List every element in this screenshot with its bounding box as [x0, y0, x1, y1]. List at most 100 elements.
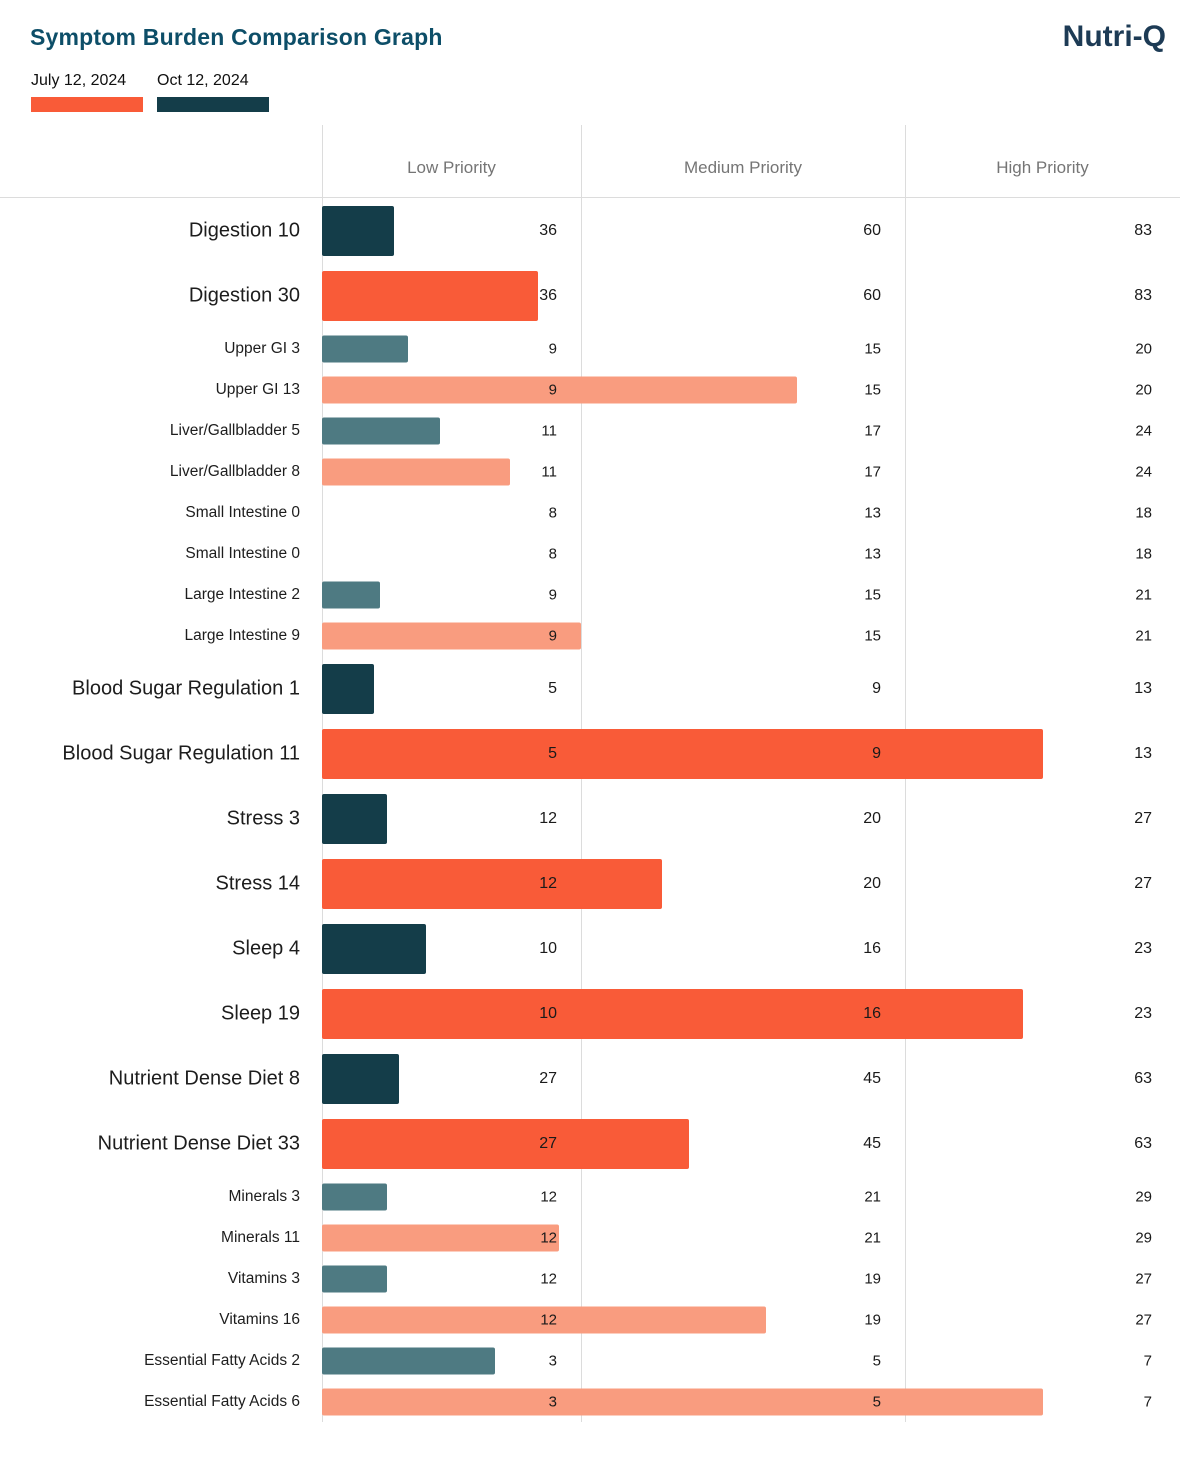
medium-threshold-value: 15: [864, 586, 881, 603]
legend-label-previous: July 12, 2024: [31, 72, 127, 89]
row-label: Vitamins 3: [227, 1269, 300, 1287]
chart-row: Small Intestine 0 8 13 18: [0, 533, 1180, 574]
row-label: Minerals 11: [221, 1228, 300, 1246]
medium-threshold-value: 45: [863, 1069, 881, 1087]
row-track: 10 16 23: [322, 981, 1180, 1046]
score-bar[interactable]: [322, 793, 387, 844]
row-label: Digestion 10: [188, 219, 300, 241]
score-bar[interactable]: [322, 728, 1043, 779]
high-threshold-value: 18: [1135, 504, 1152, 521]
score-bar[interactable]: [322, 622, 581, 649]
chart-row: Essential Fatty Acids 6 3 5 7: [0, 1381, 1180, 1422]
medium-threshold-value: 19: [864, 1311, 881, 1328]
low-threshold-value: 12: [539, 874, 557, 892]
row-track: 12 19 27: [322, 1258, 1180, 1299]
chart-row: Vitamins 3 12 19 27: [0, 1258, 1180, 1299]
row-label: Liver/Gallbladder 8: [169, 462, 300, 480]
medium-threshold-value: 13: [864, 504, 881, 521]
low-threshold-value: 12: [539, 809, 557, 827]
score-bar[interactable]: [322, 205, 394, 256]
score-bar[interactable]: [322, 1306, 767, 1333]
row-label: Large Intestine 2: [184, 585, 300, 603]
chart-row: Large Intestine 2 9 15 21: [0, 574, 1180, 615]
row-track: 9 15 20: [322, 328, 1180, 369]
chart-row: Stress 3 12 20 27: [0, 786, 1180, 851]
row-label: Stress 3: [226, 807, 300, 829]
score-bar[interactable]: [322, 376, 797, 403]
chart-row: Liver/Gallbladder 8 11 17 24: [0, 451, 1180, 492]
score-bar[interactable]: [322, 335, 409, 362]
score-bar[interactable]: [322, 1118, 689, 1169]
high-threshold-value: 24: [1135, 422, 1152, 439]
low-threshold-value: 5: [548, 679, 557, 697]
row-track: 3 5 7: [322, 1340, 1180, 1381]
row-label: Sleep 4: [232, 937, 300, 959]
medium-threshold-value: 15: [864, 627, 881, 644]
high-threshold-value: 18: [1135, 545, 1152, 562]
row-track: 5 9 13: [322, 721, 1180, 786]
chart-row: Nutrient Dense Diet 33 27 45 63: [0, 1111, 1180, 1176]
row-track: 12 21 29: [322, 1217, 1180, 1258]
chart-row: Sleep 4 10 16 23: [0, 916, 1180, 981]
low-threshold-value: 12: [540, 1311, 557, 1328]
row-label: Large Intestine 9: [184, 626, 300, 644]
chart-row: Sleep 19 10 16 23: [0, 981, 1180, 1046]
score-bar[interactable]: [322, 858, 662, 909]
score-bar[interactable]: [322, 1388, 1043, 1415]
row-label: Nutrient Dense Diet 33: [97, 1132, 300, 1154]
score-bar[interactable]: [322, 1053, 399, 1104]
row-track: 8 13 18: [322, 533, 1180, 574]
medium-threshold-value: 17: [864, 422, 881, 439]
score-bar[interactable]: [322, 1347, 495, 1374]
legend-label-current: Oct 12, 2024: [157, 72, 249, 89]
high-threshold-value: 13: [1134, 679, 1152, 697]
medium-threshold-value: 45: [863, 1134, 881, 1152]
score-bar[interactable]: [322, 1183, 387, 1210]
score-bar[interactable]: [322, 923, 426, 974]
high-threshold-value: 29: [1135, 1188, 1152, 1205]
row-label: Small Intestine 0: [185, 503, 300, 521]
low-threshold-value: 9: [548, 381, 557, 398]
score-bar[interactable]: [322, 663, 374, 714]
low-threshold-value: 9: [548, 340, 557, 357]
score-bar[interactable]: [322, 1265, 387, 1292]
medium-threshold-value: 60: [863, 286, 881, 304]
score-bar[interactable]: [322, 270, 538, 321]
row-label: Nutrient Dense Diet 8: [108, 1067, 300, 1089]
chart-row: Stress 14 12 20 27: [0, 851, 1180, 916]
medium-threshold-value: 15: [864, 381, 881, 398]
chart-row: Large Intestine 9 9 15 21: [0, 615, 1180, 656]
medium-threshold-value: 5: [872, 1393, 881, 1410]
score-bar[interactable]: [322, 988, 1023, 1039]
high-threshold-value: 27: [1134, 809, 1152, 827]
row-track: 9 15 21: [322, 574, 1180, 615]
row-label: Upper GI 13: [215, 380, 300, 398]
medium-threshold-value: 16: [863, 939, 881, 957]
chart-row: Vitamins 16 12 19 27: [0, 1299, 1180, 1340]
chart-row: Upper GI 13 9 15 20: [0, 369, 1180, 410]
score-bar[interactable]: [322, 581, 380, 608]
chart-row: Small Intestine 0 8 13 18: [0, 492, 1180, 533]
legend-item-current: Oct 12, 2024: [157, 72, 269, 112]
chart-row: Minerals 3 12 21 29: [0, 1176, 1180, 1217]
high-threshold-value: 83: [1134, 286, 1152, 304]
score-bar[interactable]: [322, 458, 511, 485]
low-threshold-value: 10: [539, 939, 557, 957]
row-label: Stress 14: [215, 872, 300, 894]
legend-swatch-previous: [31, 97, 143, 112]
score-bar[interactable]: [322, 1224, 560, 1251]
medium-threshold-value: 21: [864, 1229, 881, 1246]
high-threshold-value: 63: [1134, 1069, 1152, 1087]
low-threshold-value: 3: [548, 1393, 557, 1410]
low-threshold-value: 9: [548, 586, 557, 603]
low-threshold-value: 12: [540, 1270, 557, 1287]
high-threshold-value: 24: [1135, 463, 1152, 480]
high-threshold-value: 21: [1135, 627, 1152, 644]
medium-threshold-value: 17: [864, 463, 881, 480]
score-bar[interactable]: [322, 417, 440, 444]
legend: July 12, 2024 Oct 12, 2024: [31, 72, 269, 112]
page-title: Symptom Burden Comparison Graph: [30, 24, 443, 50]
medium-threshold-value: 13: [864, 545, 881, 562]
low-threshold-value: 11: [541, 422, 557, 439]
high-threshold-value: 7: [1143, 1352, 1152, 1369]
